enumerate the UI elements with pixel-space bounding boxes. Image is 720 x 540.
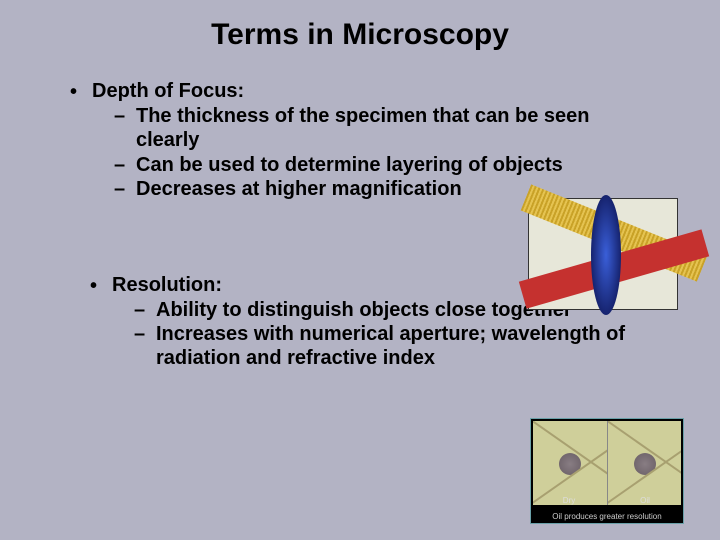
- dry-pane: [533, 421, 608, 505]
- pane-label-dry: Dry: [531, 496, 607, 505]
- term-label: Resolution:: [112, 274, 222, 297]
- dash-icon: –: [134, 322, 156, 346]
- depth-of-focus-image: [528, 198, 678, 310]
- cell-blob-icon: [559, 453, 581, 475]
- resolution-image: Dry Oil Oil produces greater resolution: [530, 418, 684, 524]
- sub-point: Can be used to determine layering of obj…: [136, 153, 563, 177]
- slide-title: Terms in Microscopy: [0, 18, 720, 52]
- sub-point: The thickness of the specimen that can b…: [136, 104, 636, 153]
- bullet-icon: •: [90, 274, 112, 298]
- dash-icon: –: [114, 177, 136, 201]
- cell-blob-icon: [634, 453, 656, 475]
- sub-point: Decreases at higher magnification: [136, 177, 462, 201]
- dash-icon: –: [114, 104, 136, 128]
- dash-icon: –: [134, 298, 156, 322]
- dash-icon: –: [114, 153, 136, 177]
- pane-label-oil: Oil: [607, 496, 683, 505]
- bullet-icon: •: [70, 80, 92, 104]
- sub-point: Increases with numerical aperture; wavel…: [156, 322, 646, 371]
- sub-point: Ability to distinguish objects close tog…: [156, 298, 572, 322]
- blue-thread-icon: [591, 195, 621, 315]
- section-depth-of-focus: • Depth of Focus: – The thickness of the…: [0, 80, 720, 202]
- oil-pane: [608, 421, 682, 505]
- term-label: Depth of Focus:: [92, 80, 244, 103]
- image-caption: Oil produces greater resolution: [531, 512, 683, 521]
